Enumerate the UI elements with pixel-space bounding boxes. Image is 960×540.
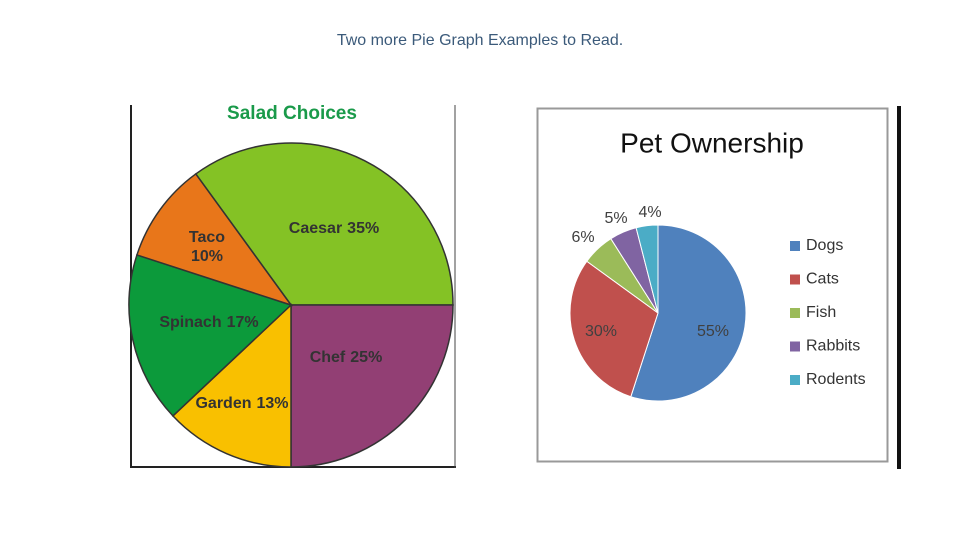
slice-name: Garden (195, 395, 251, 412)
pie-slice (290, 304, 454, 468)
pie-slice (135, 172, 293, 307)
pie-slice (635, 224, 659, 314)
data-label: 35% (347, 220, 379, 237)
data-label: 4% (638, 204, 661, 221)
slice-label: Garden 13% (195, 395, 288, 412)
legend-swatch (790, 274, 800, 285)
slice-label: Caesar 35% (289, 220, 379, 237)
legend-swatch (790, 308, 800, 318)
data-label: 25% (350, 349, 382, 366)
legend-label: Fish (806, 304, 836, 321)
slice-name: Spinach (159, 314, 221, 331)
legend-label: Cats (806, 271, 839, 288)
pie-slice (194, 142, 454, 306)
legend-label: Dogs (806, 237, 843, 254)
legend-swatch (790, 375, 800, 385)
slice-name: Caesar (289, 220, 342, 237)
pie-slice (128, 253, 293, 417)
legend-label: Rodents (806, 371, 866, 388)
slice-name: Chef (310, 349, 346, 366)
legend-swatch (790, 341, 800, 352)
slice-name: Taco (189, 229, 225, 246)
chart-title: Salad Choices (227, 103, 357, 124)
pie-slice (569, 260, 659, 398)
chart-title: Pet Ownership (620, 127, 804, 158)
data-label: 55% (697, 323, 729, 340)
data-label: 5% (604, 210, 627, 227)
data-label: 6% (571, 229, 594, 246)
slide-title: Two more Pie Graph Examples to Read. (337, 32, 623, 49)
pie-slice (171, 303, 292, 468)
data-label: 30% (585, 323, 617, 340)
slice-label: Spinach 17% (159, 314, 258, 331)
pie-slice (630, 224, 747, 402)
slice-label: Chef 25% (310, 349, 383, 366)
legend-swatch (790, 241, 800, 251)
data-label: 13% (256, 395, 288, 412)
data-label: 10% (191, 248, 223, 265)
data-label: 17% (227, 314, 259, 331)
legend-label: Rabbits (806, 338, 860, 355)
